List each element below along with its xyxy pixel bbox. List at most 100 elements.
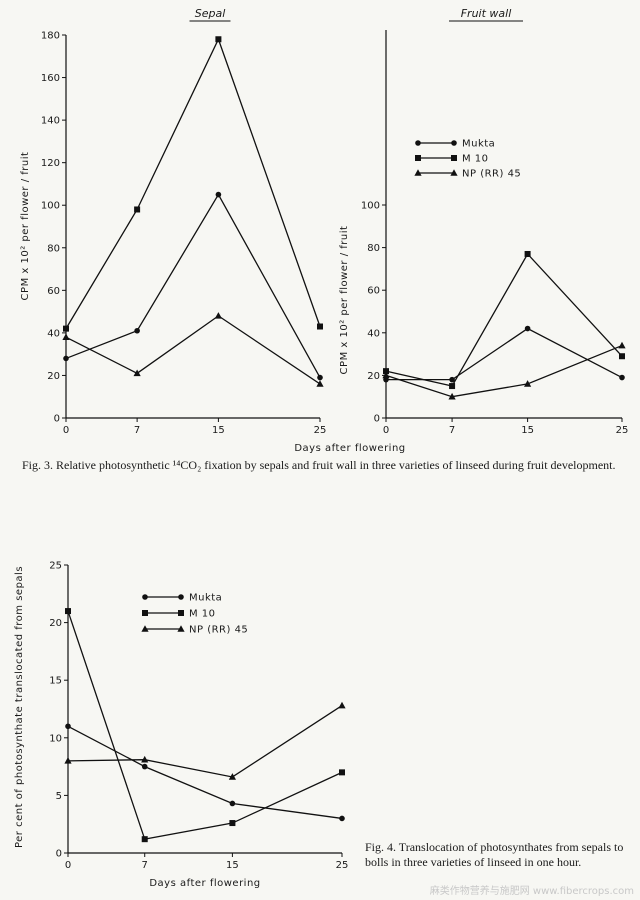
legend: Mukta M 10 NP (RR) 45	[141, 593, 248, 636]
x-tick-label: 15	[226, 860, 239, 871]
series-m-10	[63, 36, 323, 332]
chart-title: Fruit wall	[461, 7, 512, 20]
legend-marker	[178, 610, 184, 616]
chart-fruit-wall: 0 20 40 60 80 100 0 7 15 25 Fruit wall CPM x 10² pe…	[339, 7, 628, 436]
legend-label: NP (RR) 45	[462, 169, 521, 180]
x-tick-label: 25	[616, 425, 629, 436]
series-line	[67, 704, 343, 778]
x-tick-label: 0	[383, 425, 389, 436]
y-tick-label: 40	[47, 328, 60, 339]
x-axis-label: Days after flowering	[149, 878, 260, 889]
y-tick-label: 100	[361, 201, 380, 212]
y-tick-label: 60	[367, 286, 380, 297]
y-tick-label: 140	[41, 116, 60, 127]
y-tick-label: 0	[54, 414, 60, 425]
series-mukta	[65, 723, 345, 822]
data-point	[618, 341, 626, 349]
x-tick-label: 0	[63, 425, 69, 436]
y-tick-label: 20	[367, 371, 380, 382]
series-line	[385, 344, 623, 398]
y-tick-label: 40	[367, 328, 380, 339]
series-line	[386, 327, 623, 381]
series-line	[67, 610, 343, 840]
chart-title: Sepal	[195, 7, 226, 20]
legend-label: M 10	[462, 154, 489, 165]
data-point	[229, 800, 236, 807]
series-line	[65, 37, 321, 329]
data-point	[339, 815, 345, 822]
data-point	[215, 191, 222, 198]
series-np-rr-45	[64, 701, 346, 780]
chart-sepal: 0 20 40 60 80 100 120 140 160 180 0 7 15 25 Sepal CPM x…	[20, 7, 326, 436]
series-mukta	[63, 191, 323, 381]
legend-marker	[451, 155, 457, 161]
watermark: 麻类作物营养与施肥网 www.fibercrops.com	[429, 886, 634, 897]
y-tick-label: 10	[49, 733, 62, 744]
legend-label: NP (RR) 45	[189, 625, 248, 636]
x-tick-label: 15	[212, 425, 225, 436]
x-tick-label: 7	[134, 425, 140, 436]
y-tick-label: 100	[41, 201, 60, 212]
legend-marker	[178, 594, 184, 600]
y-tick-label: 20	[47, 371, 60, 382]
chart-translocation: 0 5 10 15 20 25 0 7 15 25 Per cent of photosynthat…	[14, 561, 348, 890]
legend-marker	[451, 140, 457, 146]
data-point	[383, 368, 389, 375]
data-point	[63, 355, 69, 362]
y-axis-label: CPM x 10² per flower / fruit	[20, 152, 31, 301]
y-tick-label: 20	[49, 618, 62, 629]
data-point	[214, 312, 222, 319]
y-tick-label: 80	[47, 243, 60, 254]
y-axis-label: CPM x 10² per flower / fruit	[339, 226, 350, 375]
x-tick-label: 25	[314, 425, 327, 436]
series-np-rr-45	[62, 312, 324, 387]
data-point	[317, 374, 323, 381]
data-point	[524, 250, 531, 257]
data-point	[133, 369, 141, 377]
data-point	[64, 757, 72, 764]
data-point	[141, 763, 148, 770]
data-point	[229, 820, 236, 827]
data-point	[316, 380, 324, 387]
data-point	[524, 325, 531, 332]
series-np-rr-45	[382, 341, 626, 400]
y-axis-label: Per cent of photosynthate translocated f…	[14, 566, 25, 848]
series-line	[385, 252, 623, 387]
data-point	[524, 380, 532, 387]
y-tick-label: 0	[56, 849, 62, 860]
legend-marker	[141, 625, 149, 632]
y-tick-label: 160	[41, 73, 60, 84]
fig3-caption: Fig. 3. Relative photosynthetic ¹⁴CO₂ fi…	[22, 458, 616, 472]
data-point	[63, 325, 69, 332]
y-tick-label: 15	[49, 676, 62, 687]
series-line	[65, 193, 321, 378]
legend-label: M 10	[189, 609, 216, 620]
legend-marker	[415, 140, 421, 146]
series-line	[65, 315, 321, 385]
data-point	[382, 371, 390, 379]
legend-marker	[450, 169, 458, 176]
data-point	[62, 333, 70, 340]
legend-marker	[142, 594, 148, 600]
data-point	[449, 383, 456, 390]
legend-marker	[415, 155, 421, 161]
fig4-caption: Fig. 4. Translocation of photosynthates …	[365, 840, 624, 869]
legend: Mukta M 10 NP (RR) 45	[414, 139, 521, 180]
y-tick-label: 80	[367, 243, 380, 254]
data-point	[317, 323, 323, 330]
data-point	[215, 36, 222, 43]
y-tick-label: 25	[49, 561, 62, 572]
data-point	[134, 327, 140, 334]
legend-marker	[142, 610, 148, 616]
y-tick-label: 60	[47, 286, 60, 297]
legend-marker	[414, 169, 422, 176]
legend-label: Mukta	[462, 139, 495, 150]
x-tick-label: 7	[449, 425, 455, 436]
series-m-10	[65, 608, 345, 843]
data-point	[65, 608, 71, 615]
data-point	[338, 701, 346, 709]
data-point	[449, 376, 455, 383]
y-tick-label: 5	[56, 791, 62, 802]
series-mukta	[383, 325, 625, 383]
data-point	[619, 353, 625, 360]
